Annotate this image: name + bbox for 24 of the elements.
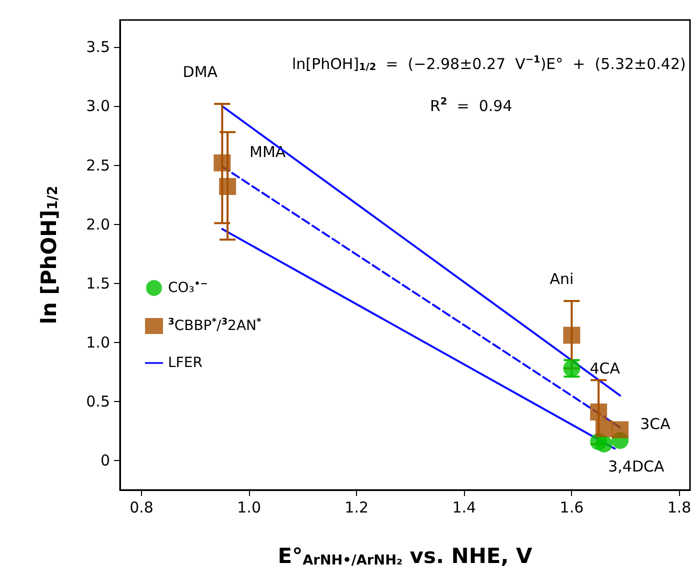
annotation: 3CA (640, 414, 672, 433)
x-tick-label: 1.8 (667, 498, 692, 516)
y-axis-title: ln [PhOH]1/2 (36, 186, 61, 324)
y-tick-label: 0.5 (86, 392, 110, 410)
x-axis-title: E°ArNH•/ArNH₂ vs. NHE, V (278, 544, 534, 568)
y-tick-label: 1.5 (86, 274, 110, 292)
legend-label: CO₃•− (168, 280, 208, 296)
y-tick-label: 3.5 (86, 38, 110, 56)
y-tick-label: 0 (100, 451, 110, 470)
x-tick-label: 1.0 (237, 498, 261, 516)
y-tick-label: 2.5 (86, 156, 110, 174)
legend-label: LFER (168, 355, 203, 371)
annotation: MMA (250, 143, 286, 162)
y-tick-label: 3.0 (86, 97, 110, 116)
annotation: Ani (550, 270, 574, 288)
x-tick-label: 1.6 (560, 498, 584, 516)
x-tick-label: 1.2 (344, 498, 369, 516)
y-tick-label: 1.0 (86, 333, 110, 352)
annotation: DMA (182, 62, 218, 81)
x-tick-label: 1.4 (452, 498, 476, 516)
y-tick-label: 2.0 (86, 215, 110, 234)
annotation: 4CA (590, 359, 621, 378)
annotation: 3,4DCA (608, 457, 665, 476)
x-tick-label: 0.8 (130, 498, 154, 516)
